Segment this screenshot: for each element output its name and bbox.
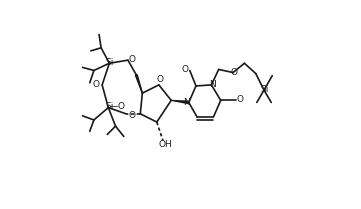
Text: O: O — [230, 68, 237, 77]
Text: Si: Si — [105, 58, 114, 67]
Text: O: O — [156, 75, 164, 84]
Text: O: O — [237, 95, 244, 104]
Text: O: O — [93, 80, 100, 89]
Text: O: O — [128, 111, 135, 120]
Text: Si: Si — [105, 102, 114, 111]
Polygon shape — [135, 74, 143, 93]
Polygon shape — [171, 100, 189, 104]
Text: N: N — [209, 80, 216, 89]
Text: O: O — [182, 65, 189, 74]
Text: N: N — [183, 98, 190, 107]
Text: Si: Si — [261, 84, 269, 94]
Text: OH: OH — [159, 140, 173, 149]
Text: —O: —O — [109, 102, 125, 111]
Text: O: O — [128, 55, 135, 64]
